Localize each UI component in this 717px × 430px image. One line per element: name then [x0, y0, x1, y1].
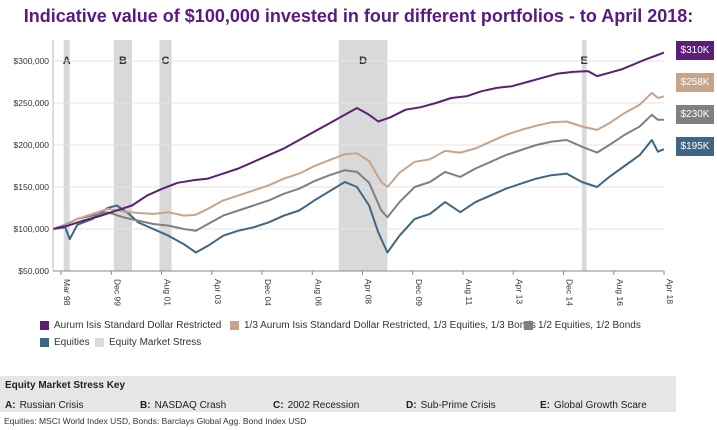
- legend-swatch: [95, 338, 104, 347]
- legend-swatch: [524, 321, 533, 330]
- stress-band: [63, 40, 70, 271]
- legend-label: 1/2 Equities, 1/2 Bonds: [538, 320, 641, 331]
- y-tick-label: $200,000: [14, 140, 50, 150]
- legend-swatch: [40, 338, 49, 347]
- stress-key-item: B: NASDAQ Crash: [140, 400, 226, 411]
- source-note: Equities: MSCI World Index USD, Bonds: B…: [4, 416, 307, 426]
- stress-key-title: Equity Market Stress Key: [5, 380, 126, 391]
- y-tick-label: $100,000: [14, 224, 50, 234]
- series-line: [52, 51, 665, 230]
- stress-key-item: C: 2002 Recession: [273, 400, 359, 411]
- x-tick-label: Aug 06: [313, 279, 323, 306]
- y-tick-label: $250,000: [14, 98, 50, 108]
- legend-label: Equities: [54, 337, 90, 348]
- chart-title: Indicative value of $100,000 invested in…: [23, 6, 694, 26]
- legend-swatch: [40, 321, 49, 330]
- end-label-aurum: $310K: [676, 41, 714, 60]
- x-tick-label: Aug 16: [615, 279, 625, 306]
- x-tick-label: Aug 11: [464, 279, 474, 306]
- stress-key-letter: D:: [406, 400, 417, 411]
- series-lines: [52, 51, 665, 254]
- x-tick-label: Aug 01: [163, 279, 173, 306]
- end-label-half: $230K: [676, 105, 714, 124]
- stress-key-item: A: Russian Crisis: [5, 400, 83, 411]
- stress-key-text: Russian Crisis: [19, 400, 84, 411]
- x-tick-label: Apr 13: [514, 279, 524, 304]
- stress-band: [581, 40, 587, 271]
- axes: $50,000 $100,000 $150,000 $200,000 $250,000 $…: [14, 40, 675, 306]
- series-line: [52, 113, 664, 232]
- stress-key-letter: E:: [540, 400, 550, 411]
- stress-key-letter: A:: [5, 400, 16, 411]
- legend-item: Equities: [40, 337, 90, 348]
- legend-item: 1/2 Equities, 1/2 Bonds: [524, 320, 641, 331]
- legend-label: Aurum Isis Standard Dollar Restricted: [54, 320, 222, 331]
- legend-item: 1/3 Aurum Isis Standard Dollar Restricte…: [230, 320, 536, 331]
- x-tick-label: Dec 14: [565, 279, 575, 306]
- y-tick-label: $300,000: [14, 56, 50, 66]
- stress-key-text: 2002 Recession: [287, 400, 360, 411]
- legend-label: Equity Market Stress: [109, 337, 202, 348]
- legend-label: 1/3 Aurum Isis Standard Dollar Restricte…: [244, 320, 536, 331]
- legend-swatch: [230, 321, 239, 330]
- stress-band: [113, 40, 133, 271]
- x-tick-label: Apr 18: [665, 279, 675, 304]
- legend-item: Equity Market Stress: [95, 337, 201, 348]
- x-tick-label: Mar 98: [62, 279, 72, 306]
- stress-key-item: D: Sub-Prime Crisis: [406, 400, 496, 411]
- stress-key-text: NASDAQ Crash: [154, 400, 227, 411]
- end-label-equities: $195K: [676, 137, 714, 156]
- stress-key-item: E: Global Growth Scare: [540, 400, 647, 411]
- x-tick-label: Dec 09: [414, 279, 424, 306]
- stress-key-text: Global Growth Scare: [554, 400, 647, 411]
- x-tick-label: Dec 99: [112, 279, 122, 306]
- end-label-one-third: $258K: [676, 73, 714, 92]
- y-tick-label: $50,000: [18, 266, 49, 276]
- stress-key: Equity Market Stress Key A: Russian Crisi…: [0, 376, 676, 412]
- legend-item: Aurum Isis Standard Dollar Restricted: [40, 320, 221, 331]
- series-line: [52, 91, 665, 230]
- y-tick-label: $150,000: [14, 182, 50, 192]
- x-tick-label: Dec 04: [263, 279, 273, 306]
- stress-key-letter: C:: [273, 400, 284, 411]
- x-tick-label: Apr 03: [213, 279, 223, 304]
- stress-key-text: Sub-Prime Crisis: [420, 400, 496, 411]
- x-tick-label: Apr 08: [364, 279, 374, 304]
- stress-key-letter: B:: [140, 400, 151, 411]
